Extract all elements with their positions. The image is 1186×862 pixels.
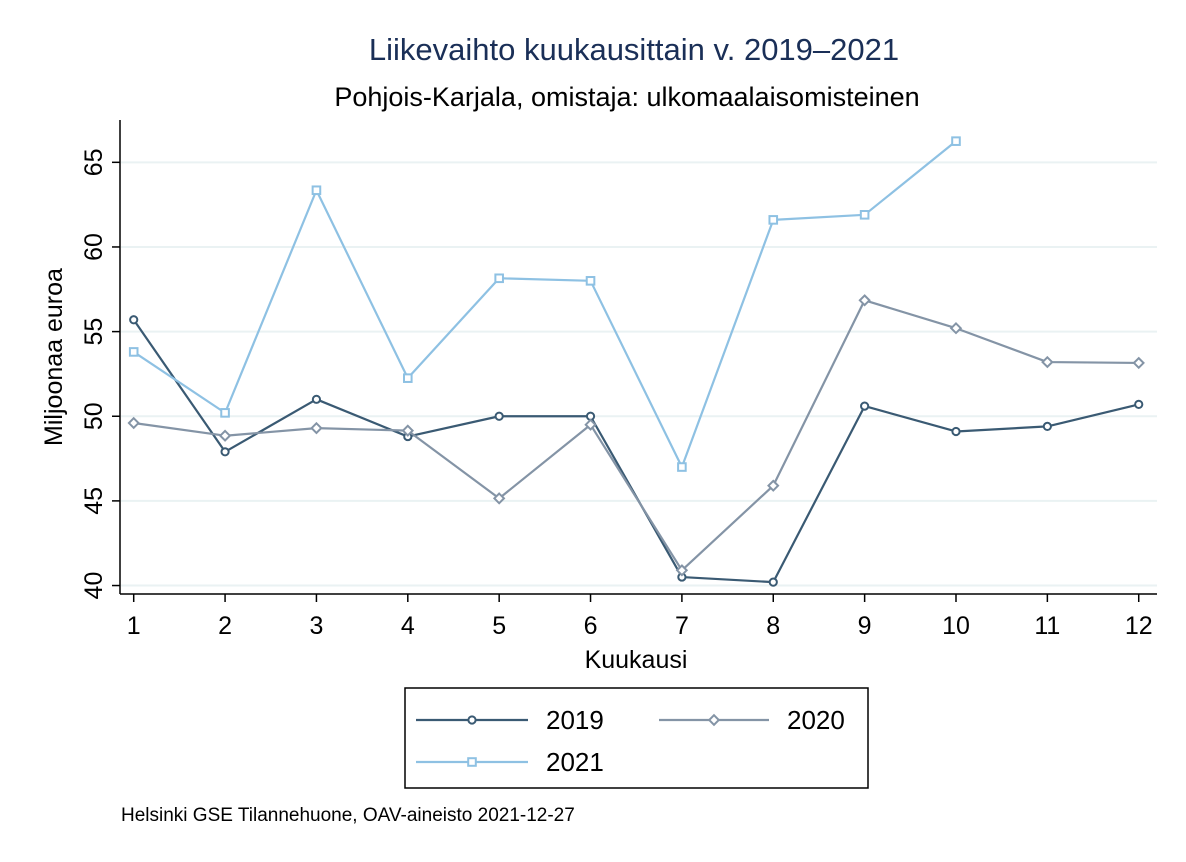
data-point-2019	[129, 315, 139, 325]
source-note: Helsinki GSE Tilannehuone, OAV-aineisto …	[121, 805, 575, 826]
data-point-2020	[310, 421, 323, 435]
data-point-2019	[494, 411, 504, 421]
legend-swatch-marker	[707, 713, 721, 727]
x-tick-label: 8	[766, 612, 780, 640]
x-axis-ticks: 1 2 3 4 5 6 7 8 9 10 11 12	[127, 594, 1153, 640]
legend-label: 2021	[546, 747, 604, 777]
x-tick-label: 1	[127, 612, 141, 640]
x-axis-label: Kuukausi	[585, 646, 688, 674]
data-point-2019	[951, 426, 961, 437]
series-line-2020	[133, 299, 1139, 572]
y-axis-ticks: 40 45 50 55 60 65	[80, 148, 120, 599]
chart-subtitle: Pohjois-Karjala, omistaja: ulkomaalaisom…	[334, 82, 919, 112]
data-point-2019	[311, 394, 322, 404]
x-tick-label: 9	[858, 612, 872, 640]
data-point-2020	[401, 424, 415, 437]
data-point-2021	[951, 136, 961, 146]
x-tick-label: 12	[1125, 612, 1153, 640]
data-point-2019	[1134, 399, 1144, 409]
series-layer	[127, 136, 1145, 587]
y-tick-label: 65	[80, 148, 108, 176]
data-point-2021	[311, 185, 322, 196]
legend-swatch-marker	[467, 715, 477, 725]
data-point-2019	[1042, 421, 1052, 432]
legend-swatch-marker	[467, 757, 477, 767]
legend-box	[404, 687, 869, 789]
legend-item-2021: 2021	[416, 747, 604, 777]
data-point-2020	[584, 418, 597, 431]
x-tick-label: 11	[1034, 612, 1060, 640]
data-point-2020	[127, 416, 140, 430]
series-2021	[128, 136, 961, 472]
data-point-2021	[494, 273, 504, 284]
data-point-2020	[1132, 356, 1145, 370]
y-tick-label: 55	[80, 318, 108, 346]
legend-item-2020: 2020	[659, 705, 845, 735]
x-tick-label: 7	[675, 612, 689, 640]
legend-items: 2019 2020 2021	[416, 705, 845, 777]
legend-label: 2020	[787, 705, 845, 735]
series-line-2021	[133, 140, 957, 469]
data-point-2021	[859, 210, 870, 220]
legend-label: 2019	[546, 705, 604, 735]
data-point-2020	[218, 429, 232, 442]
y-tick-label: 50	[80, 402, 108, 430]
data-point-2021	[403, 373, 413, 383]
legend: 2019 2020 2021	[404, 687, 869, 789]
data-point-2020	[767, 479, 780, 492]
y-tick-label: 60	[80, 233, 108, 261]
x-tick-label: 4	[401, 612, 415, 640]
data-point-2021	[768, 215, 779, 225]
x-tick-label: 10	[942, 612, 970, 640]
x-tick-label: 3	[309, 612, 323, 640]
data-point-2020	[492, 492, 506, 505]
data-point-2020	[1041, 355, 1054, 369]
data-point-2019	[220, 447, 230, 457]
y-tick-label: 45	[80, 487, 108, 515]
data-point-2021	[220, 408, 230, 418]
x-tick-label: 6	[584, 612, 598, 640]
data-point-2020	[949, 322, 963, 335]
chart-title: Liikevaihto kuukausittain v. 2019–2021	[369, 32, 899, 67]
data-point-2020	[675, 564, 689, 577]
data-point-2019	[860, 401, 870, 411]
data-point-2021	[677, 462, 687, 472]
data-point-2021	[128, 347, 139, 357]
legend-item-2019: 2019	[416, 705, 604, 735]
data-point-2019	[768, 577, 778, 587]
series-2020	[127, 294, 1145, 577]
data-point-2020	[858, 294, 871, 307]
x-tick-label: 5	[492, 612, 506, 640]
y-tick-label: 40	[80, 572, 108, 600]
y-axis-label: Miljoonaa euroa	[40, 268, 68, 446]
data-point-2021	[585, 276, 596, 286]
x-tick-label: 2	[218, 612, 232, 640]
